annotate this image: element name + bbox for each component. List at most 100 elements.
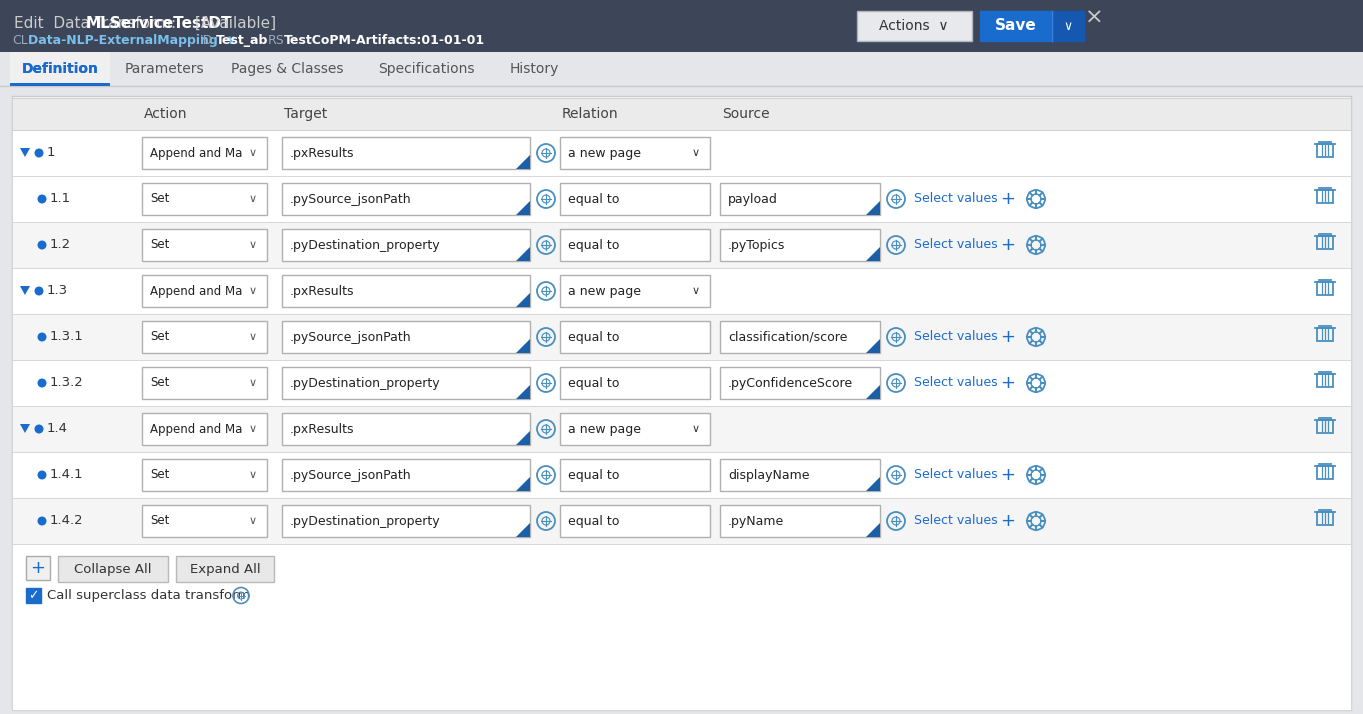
Text: ∨: ∨ — [249, 148, 258, 158]
Bar — [12, 314, 1351, 360]
Bar — [1317, 512, 1333, 525]
Text: Parameters: Parameters — [124, 62, 204, 76]
Text: [Available]: [Available] — [191, 16, 277, 31]
Text: Select values: Select values — [915, 238, 998, 251]
Text: Set: Set — [150, 515, 169, 528]
Text: History: History — [510, 62, 559, 76]
Circle shape — [34, 286, 44, 296]
Text: payload: payload — [728, 193, 778, 206]
Text: RS: RS — [269, 34, 285, 47]
Text: 1.1: 1.1 — [50, 193, 71, 206]
Circle shape — [38, 471, 46, 480]
Text: Append and Ma: Append and Ma — [150, 284, 243, 298]
Bar — [10, 83, 110, 86]
Text: equal to: equal to — [568, 193, 619, 206]
Text: 1.4.1: 1.4.1 — [50, 468, 83, 481]
Text: a new page: a new page — [568, 423, 641, 436]
Circle shape — [34, 425, 44, 433]
Text: ∨: ∨ — [249, 470, 258, 480]
Text: .pyDestination_property: .pyDestination_property — [290, 515, 440, 528]
Circle shape — [38, 333, 46, 341]
Text: Set: Set — [150, 193, 169, 206]
Polygon shape — [517, 293, 530, 307]
Text: +: + — [1000, 236, 1015, 254]
Bar — [176, 556, 274, 582]
Bar — [282, 413, 530, 445]
Text: Expand All: Expand All — [189, 563, 260, 575]
Text: MLServiceTestDT: MLServiceTestDT — [86, 16, 232, 31]
Text: +: + — [1000, 466, 1015, 484]
Text: ∨: ∨ — [249, 332, 258, 342]
Text: a new page: a new page — [568, 284, 641, 298]
Text: .pyTopics: .pyTopics — [728, 238, 785, 251]
Text: equal to: equal to — [568, 468, 619, 481]
Polygon shape — [517, 201, 530, 215]
Bar — [12, 98, 1351, 130]
Bar — [12, 406, 1351, 452]
Bar — [1317, 328, 1333, 341]
Polygon shape — [517, 385, 530, 399]
Text: equal to: equal to — [568, 331, 619, 343]
Text: Select values: Select values — [915, 331, 998, 343]
Text: Save: Save — [995, 19, 1037, 34]
Bar — [1317, 236, 1333, 249]
Text: Call superclass data transform: Call superclass data transform — [46, 589, 251, 602]
Bar — [282, 137, 530, 169]
Text: 1: 1 — [46, 146, 56, 159]
Text: Append and Ma: Append and Ma — [150, 146, 243, 159]
Text: classification/score: classification/score — [728, 331, 848, 343]
Text: Select values: Select values — [915, 193, 998, 206]
Text: equal to: equal to — [568, 238, 619, 251]
Bar — [560, 505, 710, 537]
Text: Source: Source — [722, 107, 770, 121]
Bar — [12, 96, 1351, 710]
Bar — [12, 130, 1351, 176]
Text: ∨: ∨ — [1063, 19, 1073, 33]
Bar — [142, 505, 267, 537]
Bar — [142, 367, 267, 399]
Bar — [1317, 144, 1333, 157]
Text: +: + — [1000, 190, 1015, 208]
Text: .pySource_jsonPath: .pySource_jsonPath — [290, 193, 412, 206]
Text: .pyDestination_property: .pyDestination_property — [290, 238, 440, 251]
Bar — [560, 137, 710, 169]
Bar — [142, 321, 267, 353]
Polygon shape — [866, 201, 880, 215]
Bar — [720, 183, 880, 215]
Bar — [560, 413, 710, 445]
Text: 1.4.2: 1.4.2 — [50, 515, 83, 528]
Text: a new page: a new page — [568, 146, 641, 159]
Bar — [282, 321, 530, 353]
Text: Target: Target — [284, 107, 327, 121]
Bar — [857, 11, 972, 41]
Text: ID: ID — [200, 34, 213, 47]
Polygon shape — [866, 523, 880, 537]
Text: equal to: equal to — [568, 376, 619, 390]
Text: +: + — [1000, 374, 1015, 392]
Text: Select values: Select values — [915, 376, 998, 390]
Text: .pxResults: .pxResults — [290, 284, 354, 298]
Bar — [26, 588, 41, 603]
Text: TestCoPM-Artifacts:01-01-01: TestCoPM-Artifacts:01-01-01 — [284, 34, 485, 47]
Circle shape — [38, 516, 46, 526]
Bar — [1317, 282, 1333, 295]
Text: ∨: ∨ — [249, 378, 258, 388]
Text: ∨: ∨ — [249, 516, 258, 526]
Text: +: + — [1000, 328, 1015, 346]
Text: Select values: Select values — [915, 468, 998, 481]
Text: Set: Set — [150, 468, 169, 481]
Text: Specifications: Specifications — [379, 62, 474, 76]
Bar — [10, 52, 110, 85]
Bar — [980, 11, 1052, 41]
Text: Definition: Definition — [22, 62, 98, 76]
Text: 1.2: 1.2 — [50, 238, 71, 251]
Text: 1.3.1: 1.3.1 — [50, 331, 83, 343]
Bar — [1317, 190, 1333, 203]
Bar — [12, 544, 1351, 710]
Polygon shape — [20, 286, 30, 295]
Bar — [142, 137, 267, 169]
Bar — [282, 275, 530, 307]
Polygon shape — [517, 247, 530, 261]
Bar — [720, 505, 880, 537]
Text: Action: Action — [144, 107, 188, 121]
